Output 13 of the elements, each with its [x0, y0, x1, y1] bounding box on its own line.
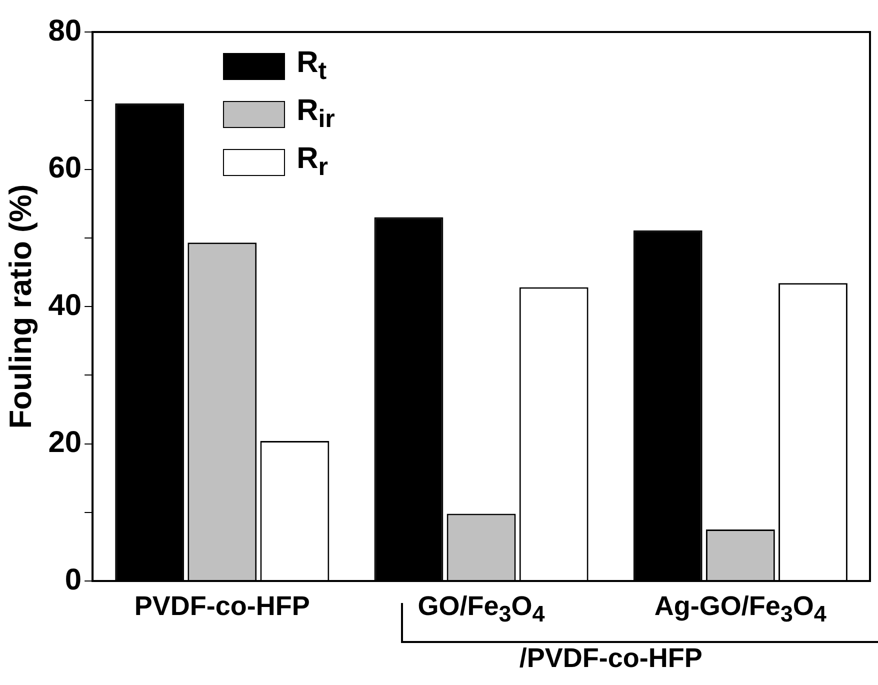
y-tick-label: 60	[48, 152, 82, 185]
y-tick-label: 0	[64, 563, 82, 596]
x-tick-label: Ag-GO/Fe$_{3}$O$_{4}$	[654, 591, 826, 628]
y-tick-label: 20	[48, 426, 82, 460]
legend-label: R$_{ir}$	[296, 94, 335, 134]
y-axis-title: Fouling ratio (%)	[3, 184, 38, 429]
text: /PVDF-co-HFP	[519, 643, 702, 674]
y-tick-label: 80	[48, 14, 82, 48]
x-tick-label: PVDF-co-HFP	[134, 591, 310, 622]
y-tick-label: 40	[48, 288, 82, 322]
legend-label: R$_{t}$	[296, 46, 327, 86]
x-tick-label: GO/Fe$_{3}$O$_{4}$	[418, 591, 545, 628]
legend-label: R$_{r}$	[296, 142, 328, 182]
